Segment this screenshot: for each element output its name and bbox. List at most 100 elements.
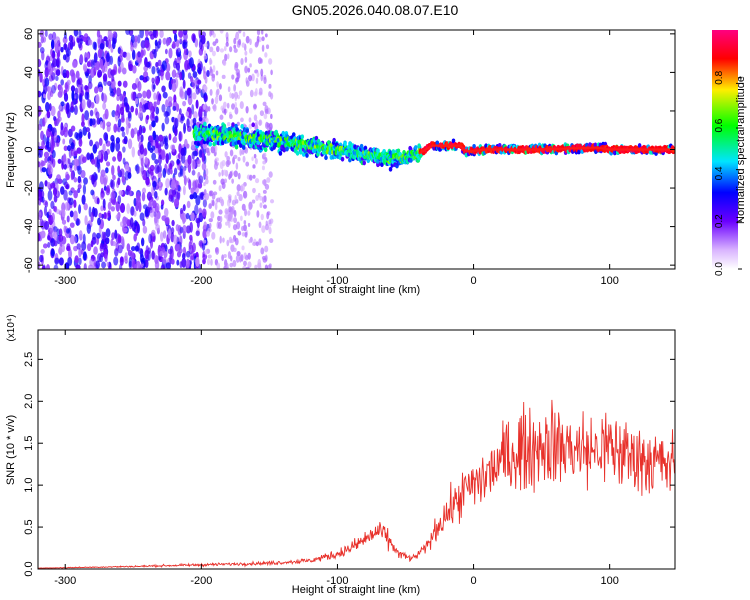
spectral-blob (164, 142, 169, 150)
spectral-blob (76, 165, 81, 171)
spectral-blob (248, 117, 252, 123)
spectral-blob (245, 161, 250, 167)
spectral-blob (241, 245, 245, 251)
spectral-blob (239, 101, 244, 109)
spectral-blob (165, 153, 169, 165)
y-tick-label: 0.0 (23, 561, 35, 576)
spectral-blob (146, 89, 152, 99)
spectral-blob (214, 202, 218, 211)
spectral-blob (136, 223, 141, 234)
spectral-blob (117, 234, 122, 244)
spectral-blob (42, 36, 47, 43)
spectral-blob (157, 171, 163, 179)
spectral-blob (89, 109, 94, 117)
x-tick-label: 0 (470, 275, 476, 287)
spectral-blob (151, 120, 156, 128)
spectral-blob (73, 199, 77, 208)
y-tick-label: 2.0 (23, 394, 35, 409)
spectral-blob (137, 131, 141, 142)
spectral-blob (264, 245, 269, 253)
spectral-blob (164, 116, 170, 125)
spectral-blob (131, 83, 137, 90)
spectral-blob (78, 257, 82, 265)
spectral-blob (270, 113, 273, 120)
spectral-blob (69, 210, 74, 218)
spectral-blob (144, 259, 149, 269)
spectral-blob (241, 42, 246, 48)
spectral-blob (248, 123, 252, 130)
spectral-blob (43, 93, 47, 99)
spectral-blob (391, 149, 396, 154)
spectral-blob (152, 180, 157, 188)
spectral-blob (45, 264, 51, 269)
spectral-blob (261, 225, 266, 234)
spectral-blob (180, 91, 186, 100)
spectral-blob (165, 216, 170, 226)
spectral-blob (47, 61, 52, 70)
spectral-blob (58, 257, 64, 266)
spectral-blob (131, 146, 136, 158)
spectral-blob (135, 107, 139, 116)
spectral-blob (211, 98, 214, 105)
spectral-blob (78, 30, 82, 38)
spectral-blob (119, 203, 126, 214)
spectral-blob (179, 248, 183, 254)
spectral-blob (266, 211, 270, 220)
spectral-blob (183, 175, 187, 186)
spectral-blob (111, 241, 117, 247)
spectral-blob (265, 44, 270, 50)
spectral-blob (198, 136, 202, 142)
spectral-blob (204, 192, 210, 201)
spectral-blob (254, 178, 260, 184)
spectral-blob (40, 230, 46, 239)
spectral-blob (183, 122, 186, 134)
spectral-blob (117, 150, 123, 162)
spectral-blob (71, 90, 75, 101)
spectral-blob (340, 156, 345, 162)
spectral-blob (96, 232, 101, 239)
spectral-blob (226, 160, 232, 166)
spectral-blob (73, 158, 78, 166)
y-tick-label: -20 (23, 180, 35, 196)
spectral-blob (113, 256, 119, 266)
spectral-blob (103, 132, 109, 141)
spectral-blob (39, 218, 44, 229)
snr-y-label: SNR (10 * v/v) (5, 415, 17, 485)
spectral-blob (154, 39, 158, 47)
spectral-blob (61, 219, 67, 225)
spectral-blob (145, 75, 150, 82)
spectral-blob (155, 141, 159, 149)
spectral-blob (181, 252, 186, 260)
spectral-blob (148, 30, 154, 37)
spectral-blob (70, 125, 76, 132)
spectral-blob (81, 194, 86, 205)
spectral-blob (243, 220, 247, 225)
spectral-blob (174, 127, 178, 137)
spectral-blob (179, 226, 184, 234)
spectral-blob (89, 67, 95, 78)
spectral-blob (249, 38, 252, 46)
spectral-blob (125, 52, 131, 61)
spectral-blob (98, 224, 102, 235)
spectral-blob (203, 121, 207, 127)
spectral-blob (215, 247, 220, 255)
spectral-blob (68, 197, 74, 206)
spectral-blob (54, 36, 61, 45)
spectral-blob (167, 96, 173, 103)
spectral-blob (117, 118, 122, 128)
spectral-blob (241, 145, 246, 150)
spectral-blob (218, 221, 222, 230)
spectral-blob (52, 187, 58, 197)
spectral-blob (140, 39, 146, 49)
spectral-blob (91, 118, 96, 126)
spectral-blob (138, 124, 143, 136)
spectral-blob (102, 102, 107, 110)
spectral-blob (136, 92, 143, 99)
spectral-blob (53, 195, 58, 203)
spectral-blob (86, 61, 91, 68)
spectral-blob (187, 154, 192, 165)
spectral-blob (78, 128, 83, 140)
spectral-blob (56, 117, 60, 124)
spectral-blob (240, 215, 243, 222)
spectral-blob (86, 223, 92, 234)
